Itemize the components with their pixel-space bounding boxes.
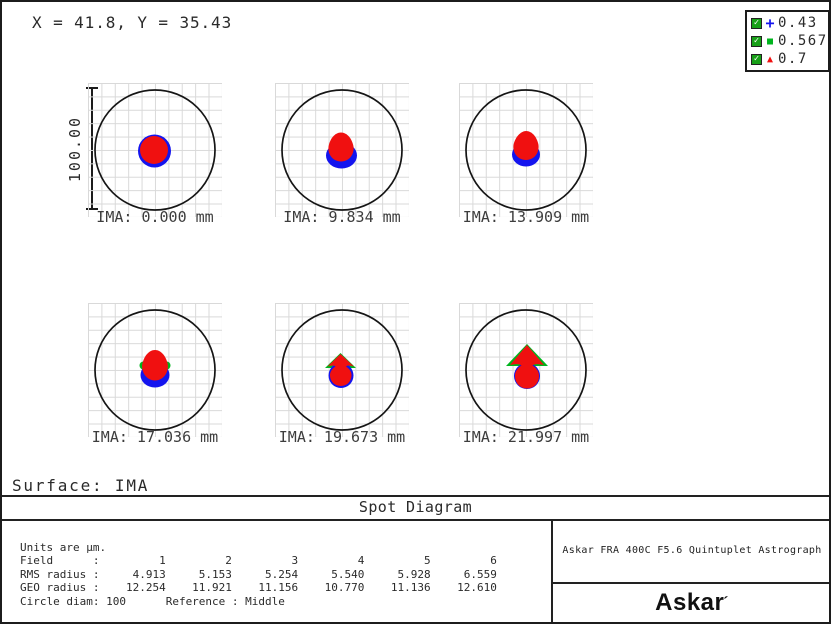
spot-plot-canvas xyxy=(94,309,216,431)
legend-label: 0.43 xyxy=(778,15,818,31)
spot-data-table: Units are µm. Field : 1 2 3 4 5 6 RMS ra… xyxy=(20,541,497,608)
ima-label-field-2: IMA: 9.834 mm xyxy=(283,208,401,226)
ima-label-field-3: IMA: 13.909 mm xyxy=(462,208,590,226)
spot-plot-canvas xyxy=(465,309,587,431)
legend-checkbox-0.43[interactable]: ✓ xyxy=(751,17,762,29)
askar-logo: Askar ´ xyxy=(553,583,829,622)
legend-item-0.43[interactable]: ✓ + 0.43 xyxy=(751,14,828,32)
divider-below-title xyxy=(2,519,829,521)
legend-label: 0.567 xyxy=(778,33,828,49)
triangle-icon: ▲ xyxy=(766,53,774,65)
table-line-field: Field : 1 2 3 4 5 6 xyxy=(20,554,497,568)
table-line-rms: RMS radius : 4.913 5.153 5.254 5.540 5.9… xyxy=(20,567,497,581)
ima-label-field-5: IMA: 19.673 mm xyxy=(278,428,406,446)
spot-plot-field-6 xyxy=(459,303,593,437)
scale-bar-label: 100.00 xyxy=(66,115,84,182)
legend-item-0.567[interactable]: ✓ ■ 0.567 xyxy=(751,32,828,50)
legend-label: 0.7 xyxy=(778,51,808,67)
divider-table-branding xyxy=(551,519,553,622)
table-line-geo: GEO radius : 12.254 11.921 11.156 10.770… xyxy=(20,581,497,595)
spot-plot-field-4 xyxy=(88,303,222,437)
page-title: Spot Diagram xyxy=(358,498,473,516)
spot-plot-field-5 xyxy=(275,303,409,437)
spot-plot-canvas xyxy=(94,89,216,211)
spot-plot-field-3 xyxy=(459,83,593,217)
lens-description: Askar FRA 400C F5.6 Quintuplet Astrograp… xyxy=(562,544,822,556)
square-icon: ■ xyxy=(766,35,774,47)
spot-plot-canvas xyxy=(281,309,403,431)
spot-plot-canvas xyxy=(465,89,587,211)
ima-label-field-4: IMA: 17.036 mm xyxy=(91,428,219,446)
ima-label-field-1: IMA: 0.000 mm xyxy=(96,208,214,226)
wavelength-legend: ✓ + 0.43 ✓ ■ 0.567 ✓ ▲ 0.7 xyxy=(745,10,829,72)
divider-branding xyxy=(551,582,829,584)
table-line-units: Units are µm. xyxy=(20,541,107,554)
askar-logo-text: Askar xyxy=(655,589,725,616)
legend-checkbox-0.567[interactable]: ✓ xyxy=(751,35,762,47)
ima-label-field-6: IMA: 21.997 mm xyxy=(462,428,590,446)
table-line-circle: Circle diam: 100 Reference : Middle xyxy=(20,594,285,608)
plus-icon: + xyxy=(765,14,775,32)
spot-plot-canvas xyxy=(281,89,403,211)
divider-above-title xyxy=(2,495,829,497)
surface-label: Surface: IMA xyxy=(12,476,150,495)
spot-plot-field-2 xyxy=(275,83,409,217)
legend-item-0.7[interactable]: ✓ ▲ 0.7 xyxy=(751,50,828,68)
cursor-readout: X = 41.8, Y = 35.43 xyxy=(32,13,233,32)
legend-checkbox-0.7[interactable]: ✓ xyxy=(751,53,762,65)
askar-logo-mark-icon: ´ xyxy=(723,594,729,611)
spot-plot-field-1 xyxy=(88,83,222,217)
